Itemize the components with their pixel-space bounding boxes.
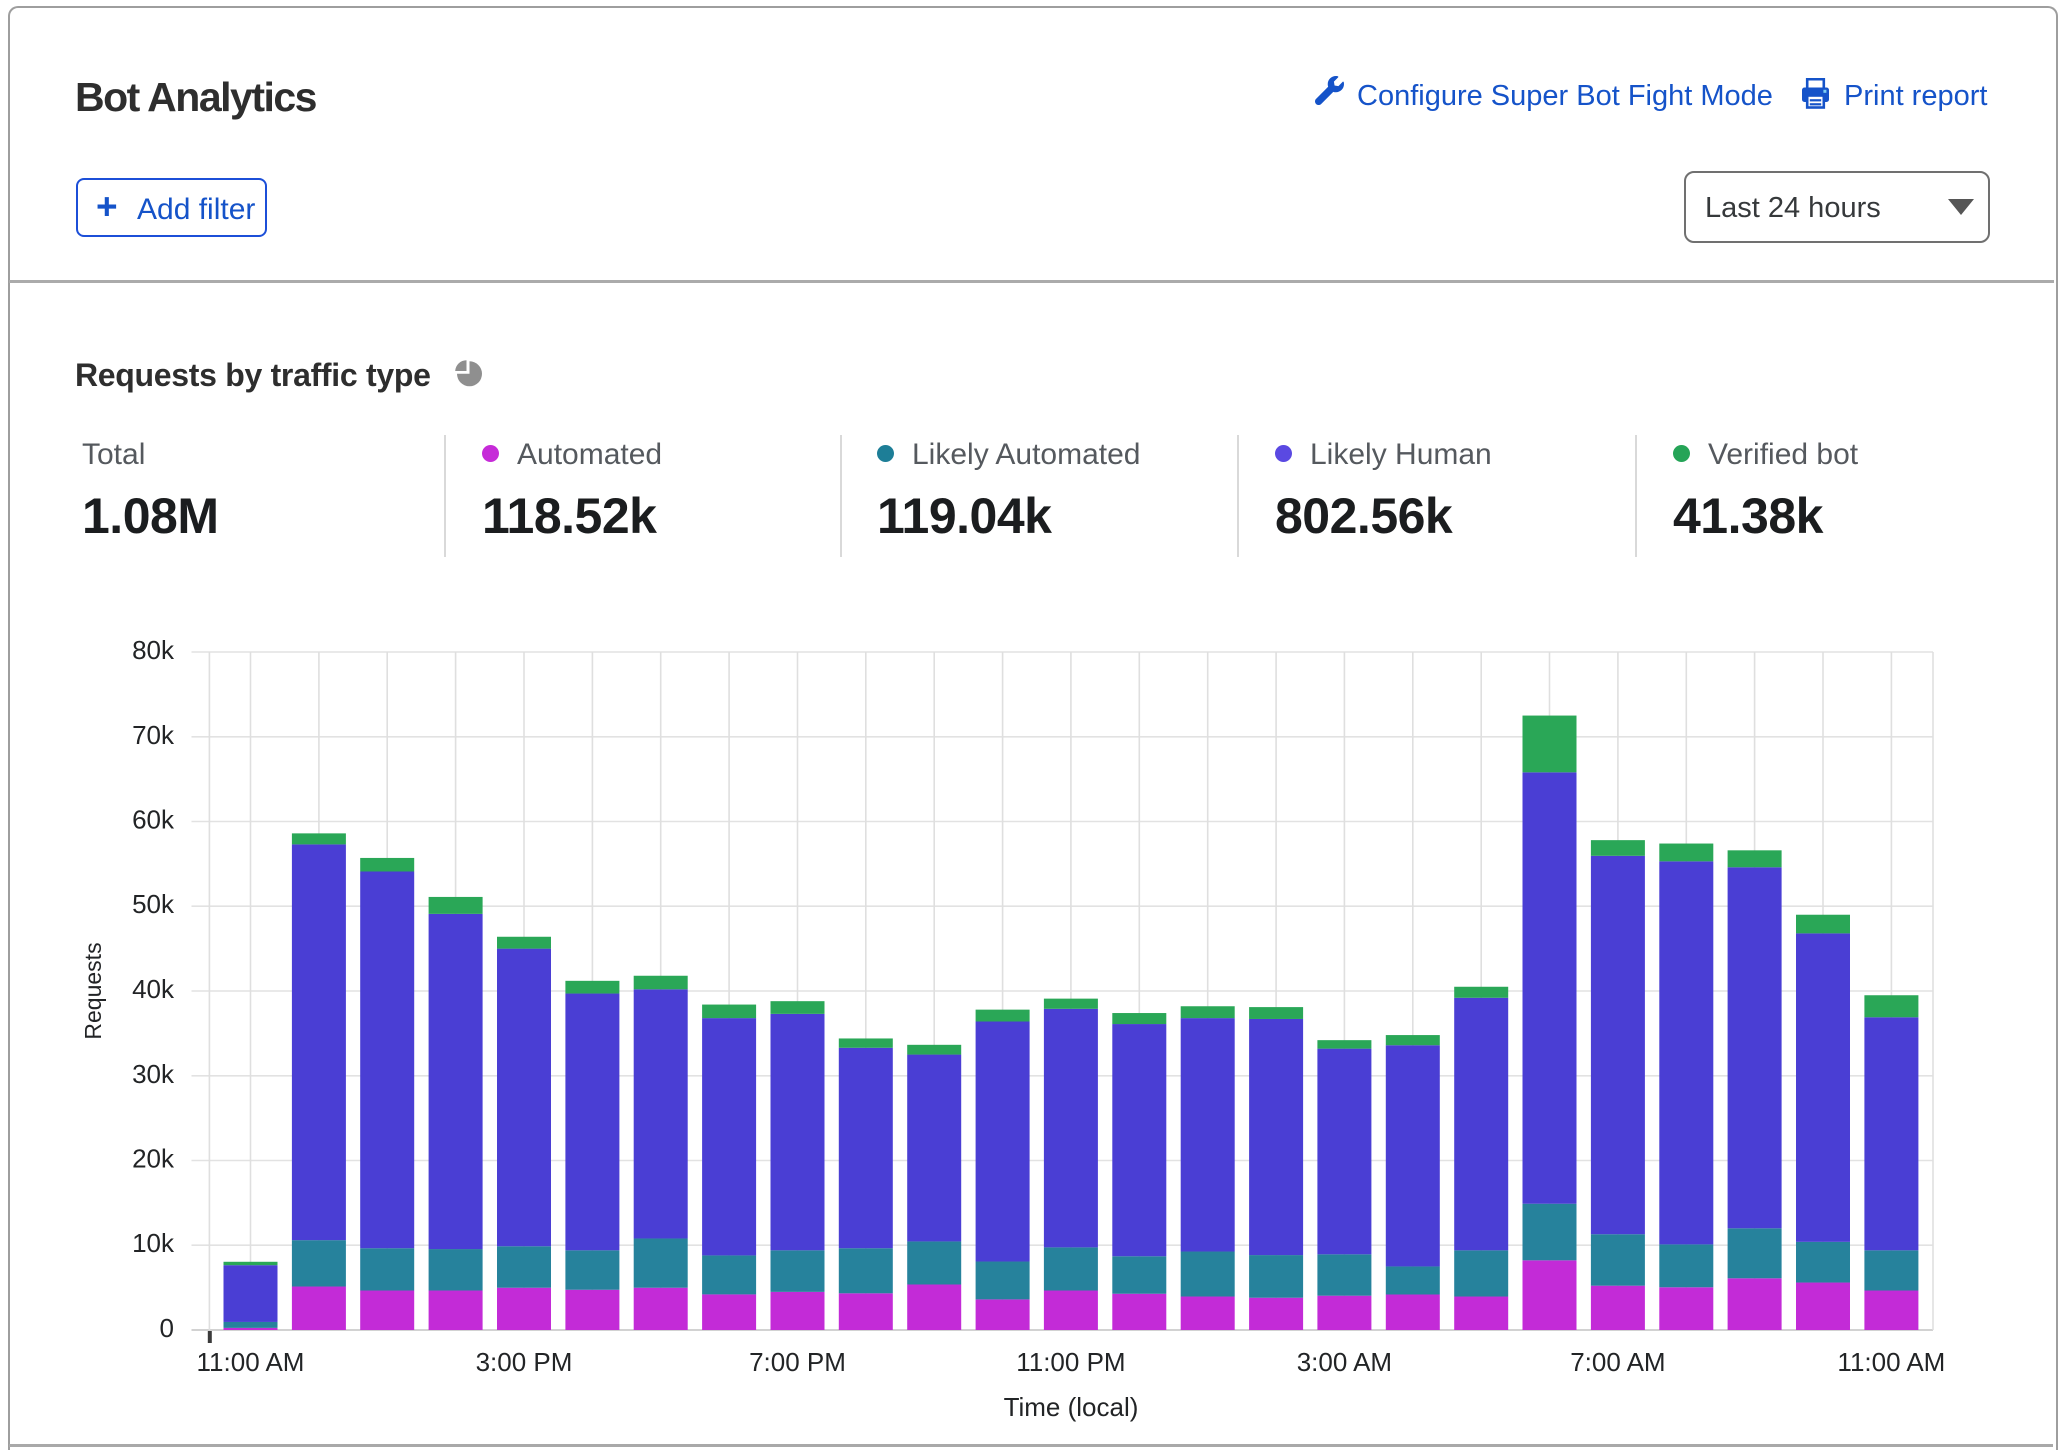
svg-text:7:00 AM: 7:00 AM (1570, 1347, 1665, 1377)
svg-text:70k: 70k (132, 720, 175, 750)
svg-text:60k: 60k (132, 805, 175, 835)
svg-text:10k: 10k (132, 1228, 175, 1258)
svg-text:3:00 AM: 3:00 AM (1297, 1347, 1392, 1377)
svg-text:Requests: Requests (80, 942, 106, 1039)
svg-text:20k: 20k (132, 1144, 175, 1174)
svg-text:11:00 AM: 11:00 AM (197, 1347, 305, 1377)
svg-text:7:00 PM: 7:00 PM (749, 1347, 846, 1377)
svg-text:3:00 PM: 3:00 PM (476, 1347, 573, 1377)
svg-text:Time (local): Time (local) (1004, 1392, 1139, 1422)
svg-text:50k: 50k (132, 889, 175, 919)
svg-text:80k: 80k (132, 635, 175, 665)
svg-text:11:00 AM: 11:00 AM (1837, 1347, 1945, 1377)
svg-text:40k: 40k (132, 974, 175, 1004)
svg-text:11:00 PM: 11:00 PM (1016, 1347, 1125, 1377)
svg-text:30k: 30k (132, 1059, 175, 1089)
svg-text:0: 0 (160, 1313, 174, 1343)
